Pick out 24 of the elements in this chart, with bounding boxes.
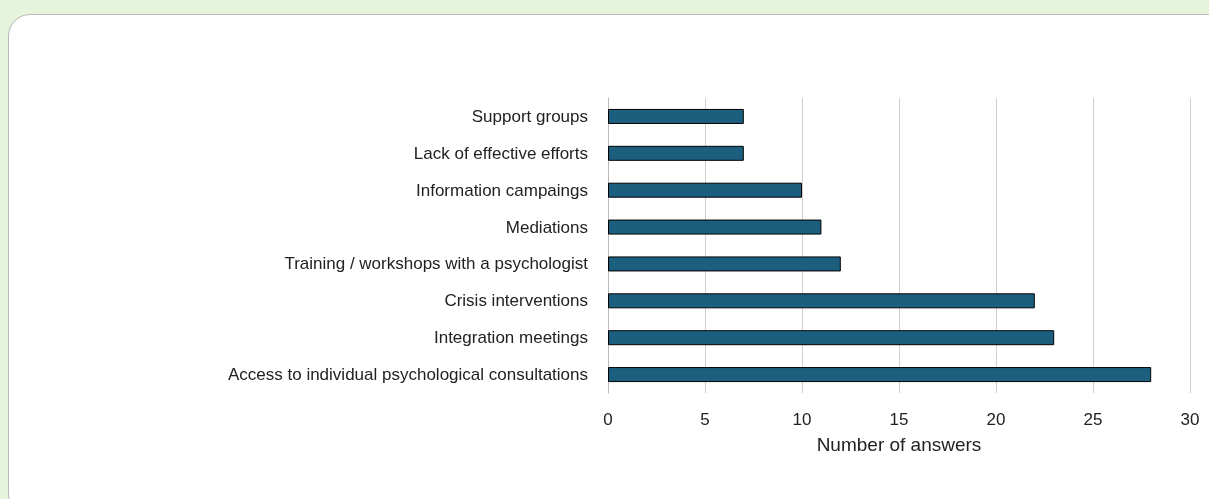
x-tick-label: 15 — [889, 410, 909, 429]
x-tick-label: 20 — [986, 410, 1006, 429]
y-tick-label: Information campaings — [416, 180, 588, 200]
x-tick-label: 30 — [1180, 410, 1200, 429]
y-tick-label: Lack of effective efforts — [413, 143, 588, 163]
bar — [608, 367, 1152, 383]
bar — [608, 256, 841, 272]
y-tick-label: Crisis interventions — [444, 291, 588, 311]
x-tick-label: 0 — [603, 410, 613, 429]
bar — [608, 182, 802, 198]
bar — [608, 145, 744, 161]
bar — [608, 219, 822, 235]
y-tick-label: Support groups — [471, 106, 588, 126]
bar — [608, 330, 1055, 346]
x-tick-label: 5 — [700, 410, 710, 429]
y-tick-label: Mediations — [505, 217, 588, 237]
x-tick-label: 25 — [1083, 410, 1103, 429]
y-tick-label: Access to individual psychological consultations — [227, 365, 588, 385]
x-axis-title: Number of answers — [816, 434, 982, 455]
bar — [608, 108, 744, 124]
y-tick-label: Training / workshops with a psychologist — [284, 254, 589, 274]
bar — [608, 293, 1035, 309]
y-tick-label: Integration meetings — [433, 328, 588, 348]
x-tick-label: 10 — [792, 410, 812, 429]
